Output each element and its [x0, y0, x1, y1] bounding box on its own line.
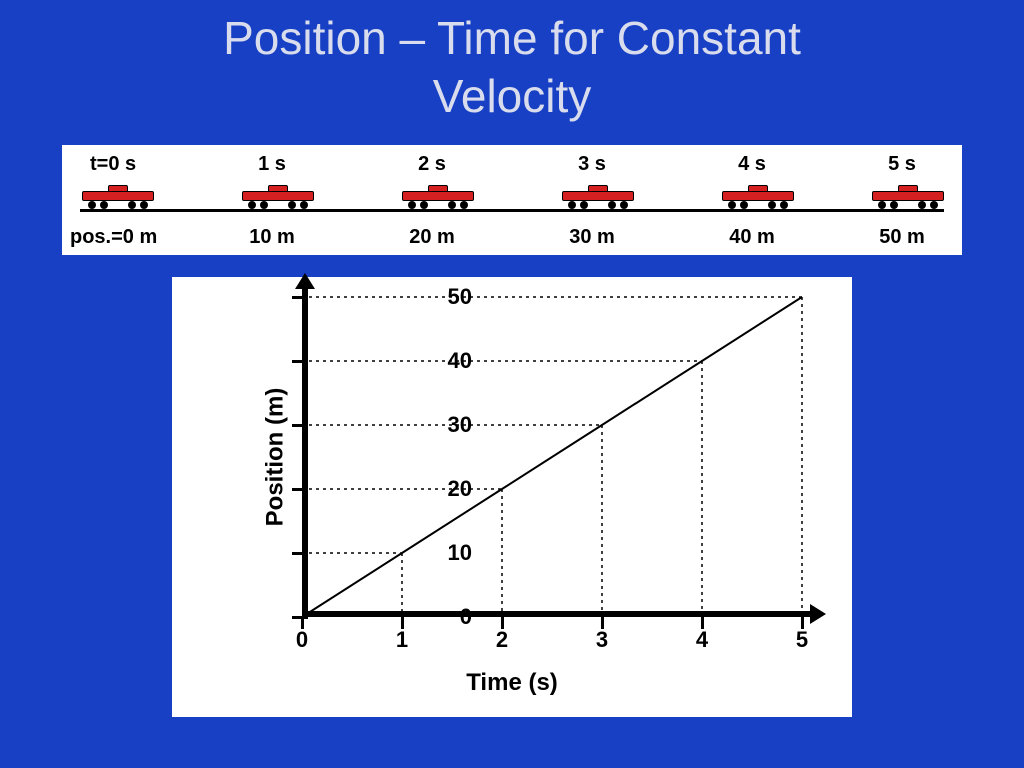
- position-line: [302, 297, 802, 617]
- y-axis-arrow-icon: [295, 273, 315, 289]
- x-tick-5: 5: [782, 627, 822, 653]
- car-icon-4: [722, 185, 794, 207]
- car-icon-0: [82, 185, 154, 207]
- y-tick-30: 30: [412, 412, 472, 438]
- pos-label-5: 50 m: [842, 226, 962, 249]
- timeline-car-row: [62, 177, 962, 215]
- chart-panel: Position (m) Time (s) 01020304050 012345: [172, 277, 852, 717]
- y-tick-40: 40: [412, 348, 472, 374]
- plot-area: [302, 297, 802, 617]
- y-tickmark-0: [292, 616, 304, 619]
- pos-label-2: 20 m: [372, 226, 492, 249]
- x-tick-1: 1: [382, 627, 422, 653]
- car-icon-3: [562, 185, 634, 207]
- y-axis-title: Position (m): [261, 388, 289, 527]
- y-tickmark-50: [292, 296, 304, 299]
- y-tickmark-10: [292, 552, 304, 555]
- x-axis-arrow-icon: [810, 604, 826, 624]
- timeline-time-row: t=0 s1 s 2 s 3 s 4 s 5 s: [62, 151, 962, 177]
- pos-label-4: 40 m: [692, 226, 812, 249]
- time-label-0: t=0 s: [82, 153, 222, 176]
- y-tickmark-20: [292, 488, 304, 491]
- y-tick-10: 10: [412, 540, 472, 566]
- pos-label-3: 30 m: [532, 226, 652, 249]
- x-tick-0: 0: [282, 627, 322, 653]
- y-tick-50: 50: [412, 284, 472, 310]
- x-tickmark-3: [601, 617, 604, 629]
- pos-label-1: 10 m: [212, 226, 332, 249]
- x-tick-2: 2: [482, 627, 522, 653]
- time-label-1: 1 s: [212, 153, 332, 176]
- time-label-3: 3 s: [532, 153, 652, 176]
- x-tickmark-2: [501, 617, 504, 629]
- pos-label-0: pos.=0 m: [62, 226, 202, 249]
- x-tick-3: 3: [582, 627, 622, 653]
- car-icon-5: [872, 185, 944, 207]
- y-tickmark-30: [292, 424, 304, 427]
- y-tick-20: 20: [412, 476, 472, 502]
- slide-title: Position – Time for Constant Velocity: [0, 0, 1024, 133]
- timeline-panel: t=0 s1 s 2 s 3 s 4 s 5 s pos.=0 m 10 m 20 m 30 …: [62, 145, 962, 255]
- title-line-1: Position – Time for Constant: [223, 12, 801, 64]
- x-tickmark-4: [701, 617, 704, 629]
- time-label-2: 2 s: [372, 153, 492, 176]
- x-tick-4: 4: [682, 627, 722, 653]
- y-tickmark-40: [292, 360, 304, 363]
- plot-svg: [302, 297, 802, 617]
- x-axis-title: Time (s): [172, 669, 852, 697]
- x-tickmark-5: [801, 617, 804, 629]
- car-icon-2: [402, 185, 474, 207]
- car-icon-1: [242, 185, 314, 207]
- time-label-5: 5 s: [842, 153, 962, 176]
- x-tickmark-1: [401, 617, 404, 629]
- time-label-4: 4 s: [692, 153, 812, 176]
- timeline-position-row: pos.=0 m 10 m 20 m 30 m 40 m 50 m: [62, 223, 962, 251]
- title-line-2: Velocity: [433, 70, 592, 122]
